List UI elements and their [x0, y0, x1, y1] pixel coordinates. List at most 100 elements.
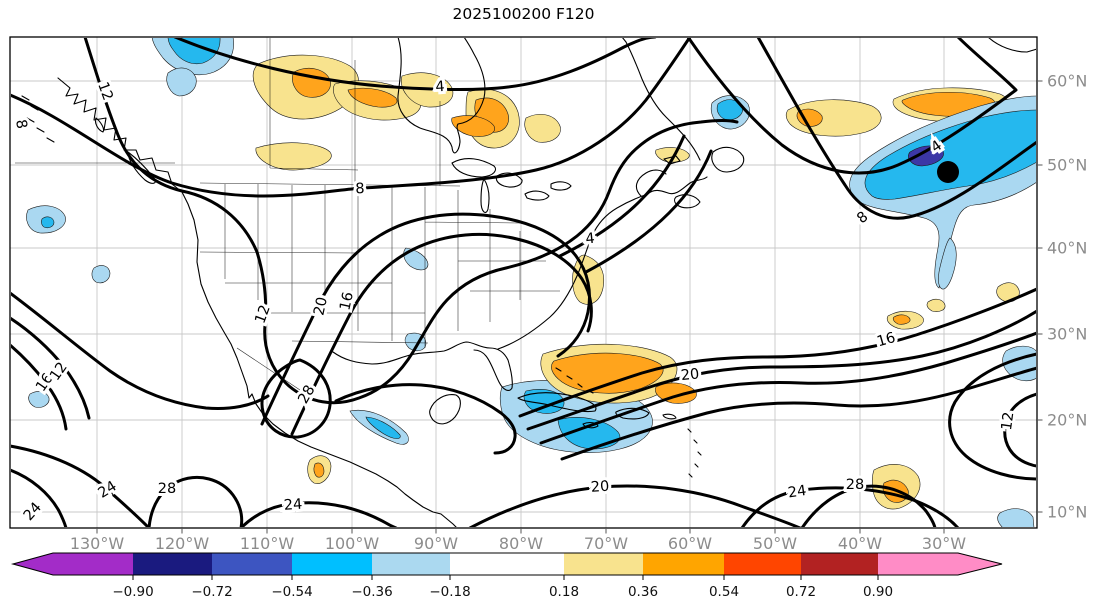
- contour-line-4: [686, 38, 1018, 175]
- contour-line-12: [11, 316, 91, 420]
- contour-label: 24: [787, 483, 808, 501]
- shaded-region-yellow: [926, 298, 946, 312]
- contour-lines-layer: [11, 38, 1036, 527]
- svg-text:10°N: 10°N: [1047, 503, 1087, 522]
- contour-label: 20: [680, 366, 700, 384]
- contour-label: 12: [252, 303, 273, 326]
- contour-label: 24: [21, 500, 45, 524]
- shaded-region-orange: [892, 314, 911, 325]
- svg-text:−0.72: −0.72: [191, 584, 232, 600]
- contour-label: 8: [355, 181, 365, 197]
- svg-text:−0.36: −0.36: [351, 584, 392, 600]
- contour-label: 4: [585, 231, 596, 248]
- contour-line-12: [1003, 392, 1036, 468]
- shaded-region-cyan: [41, 216, 55, 229]
- contour-line-16: [290, 232, 593, 436]
- contour-line-24: [560, 366, 1036, 461]
- svg-text:0.90: 0.90: [863, 584, 893, 600]
- svg-text:0.54: 0.54: [709, 584, 739, 600]
- shaded-region-cyan: [365, 416, 401, 439]
- shaded-region-orange: [451, 115, 495, 137]
- contour-line-8: [11, 291, 270, 410]
- contour-line-28: [147, 476, 244, 527]
- contour-line-20: [260, 212, 591, 426]
- svg-text:20°N: 20°N: [1047, 411, 1087, 430]
- plot-title: 2025100200 F120: [452, 5, 595, 23]
- svg-text:60°N: 60°N: [1047, 72, 1087, 91]
- contour-label: 8: [12, 118, 29, 130]
- svg-text:0.18: 0.18: [549, 584, 579, 600]
- svg-text:30°N: 30°N: [1047, 325, 1087, 344]
- contour-line-8: [756, 38, 1036, 220]
- svg-text:50°N: 50°N: [1047, 156, 1087, 175]
- shaded-region-cyan: [167, 38, 221, 65]
- contour-line-24: [11, 468, 68, 527]
- contour-line-8: [584, 149, 713, 274]
- contour-label: 16: [875, 330, 897, 350]
- shaded-region-lightblue: [28, 391, 50, 408]
- contour-line-28: [800, 484, 937, 527]
- svg-text:100°W: 100°W: [325, 534, 380, 553]
- shaded-region-lightblue: [997, 508, 1035, 527]
- shaded-region-navy: [908, 145, 944, 167]
- shaded-region-orange: [551, 352, 664, 394]
- svg-text:130°W: 130°W: [70, 534, 125, 553]
- svg-text:40°W: 40°W: [838, 534, 882, 553]
- shaded-region-orange: [347, 87, 398, 108]
- svg-text:60°W: 60°W: [668, 534, 712, 553]
- shaded-region-lightblue: [938, 237, 957, 290]
- shaded-region-lightblue: [91, 265, 111, 284]
- map-frame: [9, 36, 1038, 529]
- contour-line-20: [526, 309, 1036, 431]
- contour-label: 12: [999, 411, 1017, 432]
- contour-label: 28: [158, 481, 176, 497]
- shaded-region-orange: [313, 462, 325, 478]
- svg-text:80°W: 80°W: [499, 534, 543, 553]
- contour-label: 24: [283, 497, 303, 514]
- svg-text:40°N: 40°N: [1047, 239, 1087, 258]
- contour-line-24: [539, 331, 1036, 445]
- state-borders: [15, 38, 560, 391]
- event-marker-dot: [937, 161, 959, 183]
- longitude-axis: 130°W 120°W 110°W 100°W 90°W 80°W 70°W 60°W 50°W…: [70, 528, 966, 553]
- contour-label: 20: [590, 479, 610, 496]
- shaded-region-cyan: [716, 99, 743, 121]
- svg-text:−0.90: −0.90: [112, 584, 153, 600]
- contour-line-12: [334, 383, 517, 455]
- contour-line-28: [260, 358, 332, 439]
- contour-line-20: [468, 484, 802, 527]
- coastline-layer: [15, 38, 1036, 527]
- contour-label: 8: [854, 209, 871, 227]
- svg-text:90°W: 90°W: [414, 534, 458, 553]
- svg-text:−0.54: −0.54: [271, 584, 312, 600]
- contour-line-16: [948, 352, 1036, 481]
- anomaly-shading-layer: [26, 38, 1036, 527]
- contour-line-24: [11, 444, 151, 527]
- svg-text:0.72: 0.72: [786, 584, 816, 600]
- contour-label: 28: [846, 477, 864, 493]
- gridlines-layer: [10, 37, 1037, 528]
- coastlines: [21, 38, 1036, 527]
- shaded-region-orange: [796, 108, 823, 127]
- svg-text:30°W: 30°W: [922, 534, 966, 553]
- shaded-region-cyan: [864, 109, 1036, 200]
- contour-line-12: [83, 38, 739, 405]
- contour-line-4: [558, 134, 686, 258]
- contour-line-4: [173, 38, 657, 92]
- svg-text:−0.18: −0.18: [429, 584, 470, 600]
- contour-line-24: [740, 486, 960, 527]
- shaded-region-yellow: [524, 114, 561, 143]
- shaded-region-yellow: [255, 142, 332, 171]
- contour-line-16: [11, 343, 68, 431]
- contour-label: 4: [435, 79, 445, 96]
- colorbar: −0.90 −0.72 −0.54 −0.36 −0.18 0.18 0.36 0.54 0.7…: [10, 552, 1003, 600]
- contour-label: 20: [311, 296, 330, 317]
- svg-text:0.36: 0.36: [628, 584, 658, 600]
- latitude-axis: 60°N 50°N 40°N 30°N 20°N 10°N: [1037, 72, 1087, 522]
- contour-line-16: [518, 287, 1036, 418]
- contour-line-24: [239, 501, 398, 527]
- svg-text:110°W: 110°W: [240, 534, 295, 553]
